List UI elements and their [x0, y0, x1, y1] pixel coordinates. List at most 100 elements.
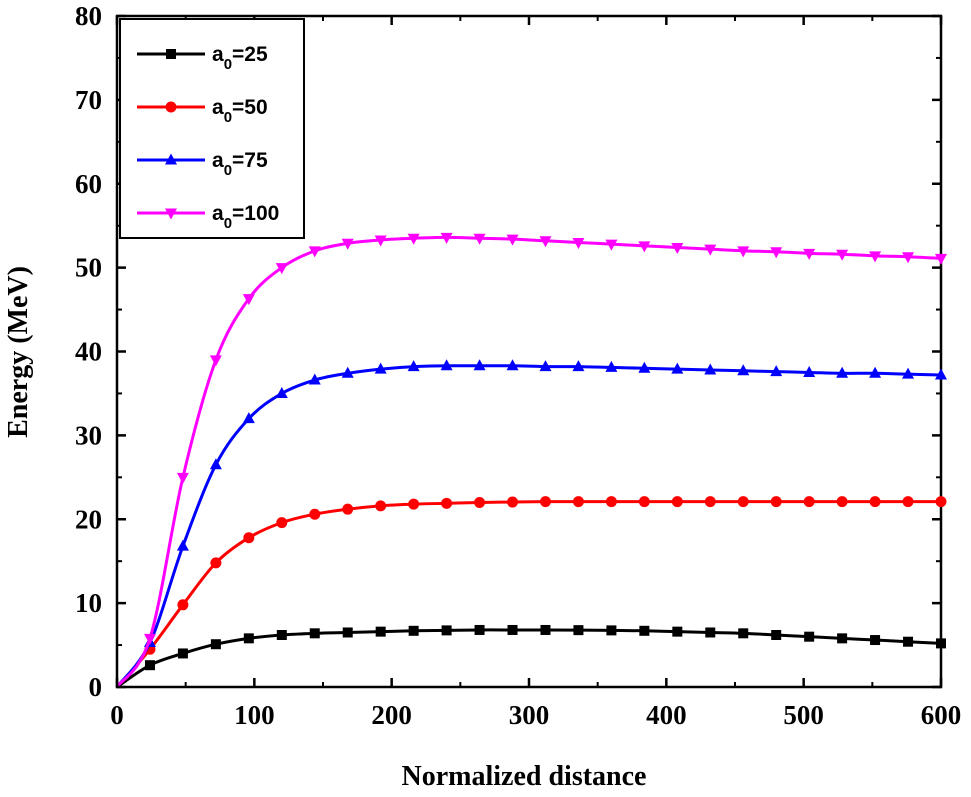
y-tick-label: 80 [75, 1, 102, 31]
data-point [473, 233, 486, 245]
data-point [177, 648, 188, 659]
data-point [341, 238, 354, 250]
x-tick-label: 600 [921, 700, 962, 730]
data-point [177, 599, 189, 611]
data-point [374, 235, 387, 247]
y-tick-label: 40 [75, 337, 102, 367]
data-point [209, 458, 222, 470]
legend-marker [165, 101, 177, 113]
legend-label: a0=25 [212, 43, 268, 73]
data-point [309, 508, 321, 520]
series-line [115, 235, 942, 688]
data-point [770, 247, 783, 259]
data-point [836, 249, 849, 261]
data-point [572, 360, 585, 372]
data-point [803, 365, 816, 377]
data-point [342, 503, 354, 515]
data-point [605, 239, 618, 251]
data-point [407, 360, 420, 372]
data-point [837, 633, 848, 644]
data-point [936, 638, 946, 649]
data-point [275, 263, 288, 275]
data-point [605, 496, 617, 508]
data-point [440, 232, 453, 244]
legend-label: a0=75 [212, 149, 268, 179]
legend-item: a0=75 [137, 149, 268, 179]
data-point [572, 237, 585, 249]
data-point [408, 625, 419, 636]
series-line [115, 500, 941, 688]
data-point [903, 636, 914, 647]
data-point [144, 660, 155, 671]
data-point [671, 496, 683, 508]
data-point [737, 364, 750, 376]
data-point [902, 496, 914, 508]
series-4 [115, 232, 947, 688]
data-point [342, 627, 353, 638]
data-point [243, 532, 255, 544]
x-tick-label: 100 [234, 700, 275, 730]
data-point [507, 624, 518, 635]
data-point [408, 498, 420, 510]
data-point [737, 246, 750, 258]
y-tick-label: 30 [75, 420, 102, 450]
data-point [176, 472, 189, 484]
y-tick-label: 50 [75, 253, 102, 283]
data-point [803, 496, 815, 508]
y-axis-title: Energy (MeV) [3, 266, 34, 438]
legend-label-subscript: 0 [224, 109, 232, 126]
data-point [474, 624, 485, 635]
data-point [705, 627, 716, 638]
x-tick-label: 400 [646, 700, 687, 730]
series-line [115, 364, 942, 688]
data-point [935, 496, 947, 508]
data-point [572, 496, 584, 508]
y-tick-label: 20 [75, 504, 102, 534]
data-point [210, 557, 222, 569]
data-point [275, 386, 288, 398]
data-point [704, 244, 717, 256]
legend-label-subscript: 0 [224, 215, 232, 232]
data-point [869, 496, 881, 508]
data-point [737, 496, 749, 508]
data-point [869, 366, 882, 378]
data-point [671, 362, 684, 374]
data-point [242, 294, 255, 306]
data-point [539, 360, 552, 372]
data-point [704, 363, 717, 375]
series-1 [116, 624, 946, 689]
x-tick-label: 0 [110, 700, 124, 730]
data-point [375, 626, 386, 637]
legend-label: a0=100 [212, 202, 279, 232]
data-point [638, 496, 650, 508]
data-point [671, 242, 684, 254]
x-tick-label: 300 [509, 700, 550, 730]
x-axis-title: Normalized distance [402, 761, 647, 792]
legend-item: a0=100 [137, 202, 279, 232]
data-point [341, 366, 354, 378]
data-point [441, 625, 452, 636]
data-point [738, 628, 749, 639]
series-2 [115, 496, 947, 688]
data-point [638, 361, 651, 373]
data-point [870, 635, 881, 646]
data-point [474, 496, 486, 508]
data-point [308, 246, 321, 258]
data-point [441, 497, 453, 509]
data-point [539, 236, 552, 248]
legend-item: a0=50 [137, 96, 268, 126]
legend-label-subscript: 0 [224, 162, 232, 179]
data-point [540, 624, 551, 635]
data-point [176, 539, 189, 551]
data-point [507, 496, 519, 508]
data-point [473, 359, 486, 371]
data-point [771, 629, 782, 640]
data-point [770, 365, 783, 377]
data-point [804, 631, 815, 642]
data-point [902, 252, 915, 264]
y-tick-label: 60 [75, 169, 102, 199]
x-tick-label: 200 [371, 700, 412, 730]
data-point [573, 625, 584, 636]
data-point [704, 496, 716, 508]
data-point [276, 629, 287, 640]
